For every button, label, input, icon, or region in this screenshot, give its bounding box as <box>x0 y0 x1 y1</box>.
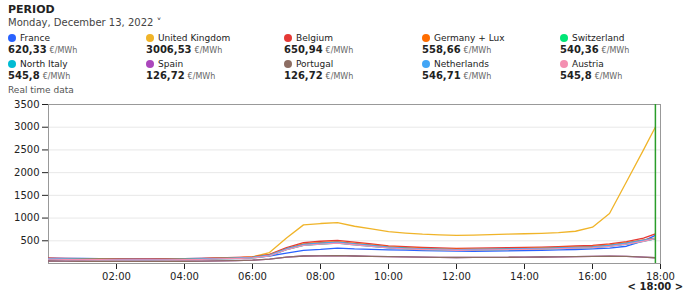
svg-text:04:00: 04:00 <box>170 271 199 282</box>
html-text:Portugal: Portugal <box>296 59 334 69</box>
svg-text:3500: 3500 <box>14 99 39 110</box>
svg-text:02:00: 02:00 <box>102 271 131 282</box>
svg-text:2500: 2500 <box>14 144 39 155</box>
svg-text:12:00: 12:00 <box>442 271 471 282</box>
svg-text:< 18:00 >: < 18:00 > <box>628 281 684 292</box>
html-text:United Kingdom: United Kingdom <box>158 33 231 43</box>
svg-text:2000: 2000 <box>14 167 39 178</box>
html-text:126,72 €/MWh: 126,72 €/MWh <box>284 70 354 81</box>
html-text:620,33 €/MWh: 620,33 €/MWh <box>8 44 78 55</box>
svg-text:18:00: 18:00 <box>646 270 675 282</box>
svg-text:10:00: 10:00 <box>374 271 403 282</box>
html-text:Real time data: Real time data <box>8 85 74 95</box>
svg-text:1500: 1500 <box>14 190 39 201</box>
html-text:Switzerland: Switzerland <box>572 33 625 43</box>
html-text:545,8 €/MWh: 545,8 €/MWh <box>560 70 623 81</box>
html-text:PERIOD: PERIOD <box>8 3 55 16</box>
html-text:3006,53 €/MWh: 3006,53 €/MWh <box>146 44 223 55</box>
html-text:126,72 €/MWh: 126,72 €/MWh <box>146 70 216 81</box>
html-text:Germany + Lux: Germany + Lux <box>434 33 505 43</box>
html-text:France: France <box>20 33 50 43</box>
html-text:540,36 €/MWh: 540,36 €/MWh <box>560 44 630 55</box>
html-text:Spain: Spain <box>158 59 184 69</box>
html-text:Belgium: Belgium <box>296 33 333 43</box>
svg-text:06:00: 06:00 <box>238 271 267 282</box>
html-text:558,66 €/MWh: 558,66 €/MWh <box>422 44 492 55</box>
html-text:545,8 €/MWh: 545,8 €/MWh <box>8 70 71 81</box>
svg-text:16:00: 16:00 <box>578 271 607 282</box>
html-text:546,71 €/MWh: 546,71 €/MWh <box>422 70 492 81</box>
html-text:650,94 €/MWh: 650,94 €/MWh <box>284 44 354 55</box>
svg-text:3000: 3000 <box>14 121 39 132</box>
svg-text:08:00: 08:00 <box>306 271 335 282</box>
html-text:North Italy: North Italy <box>20 59 68 69</box>
html-text:Austria: Austria <box>572 59 604 69</box>
svg-text:14:00: 14:00 <box>510 271 539 282</box>
svg-text:500: 500 <box>20 235 39 246</box>
svg-text:1000: 1000 <box>14 212 39 223</box>
html-text:Monday, December 13, 2022 ˅: Monday, December 13, 2022 ˅ <box>8 17 162 28</box>
html-text:Netherlands: Netherlands <box>434 59 489 69</box>
